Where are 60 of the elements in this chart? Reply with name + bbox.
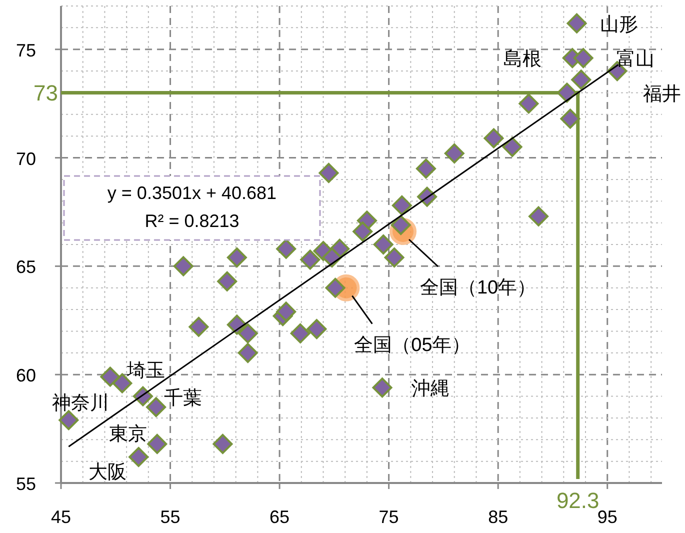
annotation: 全国（05年） (354, 334, 470, 356)
point (217, 271, 238, 292)
y-tick-label: 55 (16, 474, 36, 494)
point (444, 143, 464, 164)
label: 神奈川 (52, 393, 110, 414)
point (276, 238, 296, 259)
y-tick-label: 60 (16, 366, 36, 386)
label: 山形 (600, 14, 638, 36)
label: 島根 (503, 49, 542, 70)
label: 富山 (616, 49, 654, 70)
equation: y = 0.3501x + 40.681 R² = 0.8213 (63, 175, 321, 241)
point (528, 206, 549, 226)
point (573, 48, 594, 68)
y-tick-label: 75 (16, 40, 36, 60)
point (384, 248, 404, 268)
x-tick-label: 75 (378, 507, 399, 527)
point (100, 366, 120, 387)
point (188, 316, 209, 337)
point (173, 256, 194, 276)
point (226, 248, 247, 268)
x-tick-label: 85 (488, 507, 508, 527)
point (147, 434, 168, 454)
annotation: y = 0.3501x + 40.681 R² = 0.8213 (107, 183, 277, 231)
label: 福井 (643, 84, 682, 106)
point (484, 128, 504, 148)
point (372, 378, 392, 398)
x-tick-label: 95 (597, 507, 618, 527)
point (212, 434, 233, 454)
point (566, 13, 587, 34)
ref-line-label: 73 (34, 80, 58, 106)
point (352, 221, 373, 242)
label: 埼玉 (127, 360, 166, 382)
point (128, 446, 149, 467)
point (373, 234, 394, 254)
point (238, 323, 258, 344)
label: 東京 (109, 424, 148, 445)
ref-line-label: 92.3 (556, 488, 600, 513)
point (238, 342, 258, 363)
point (392, 195, 412, 216)
y-tick-label: 65 (16, 257, 36, 278)
point (556, 82, 577, 103)
point (518, 94, 539, 114)
label: 沖縄 (411, 378, 450, 400)
label: 千葉 (164, 388, 202, 410)
y-tick-label: 70 (16, 148, 36, 169)
point (306, 319, 327, 340)
point (318, 162, 339, 183)
point (325, 278, 346, 298)
point (416, 158, 436, 179)
x-tick-label: 55 (160, 507, 180, 527)
point (571, 70, 592, 90)
point (502, 136, 522, 157)
point (300, 250, 320, 270)
point (58, 410, 79, 430)
label: 大阪 (88, 462, 127, 483)
point (560, 108, 580, 129)
point (276, 302, 296, 322)
x-tick-label: 65 (270, 507, 290, 527)
x-tick-label: 45 (50, 507, 72, 527)
point (290, 323, 310, 344)
